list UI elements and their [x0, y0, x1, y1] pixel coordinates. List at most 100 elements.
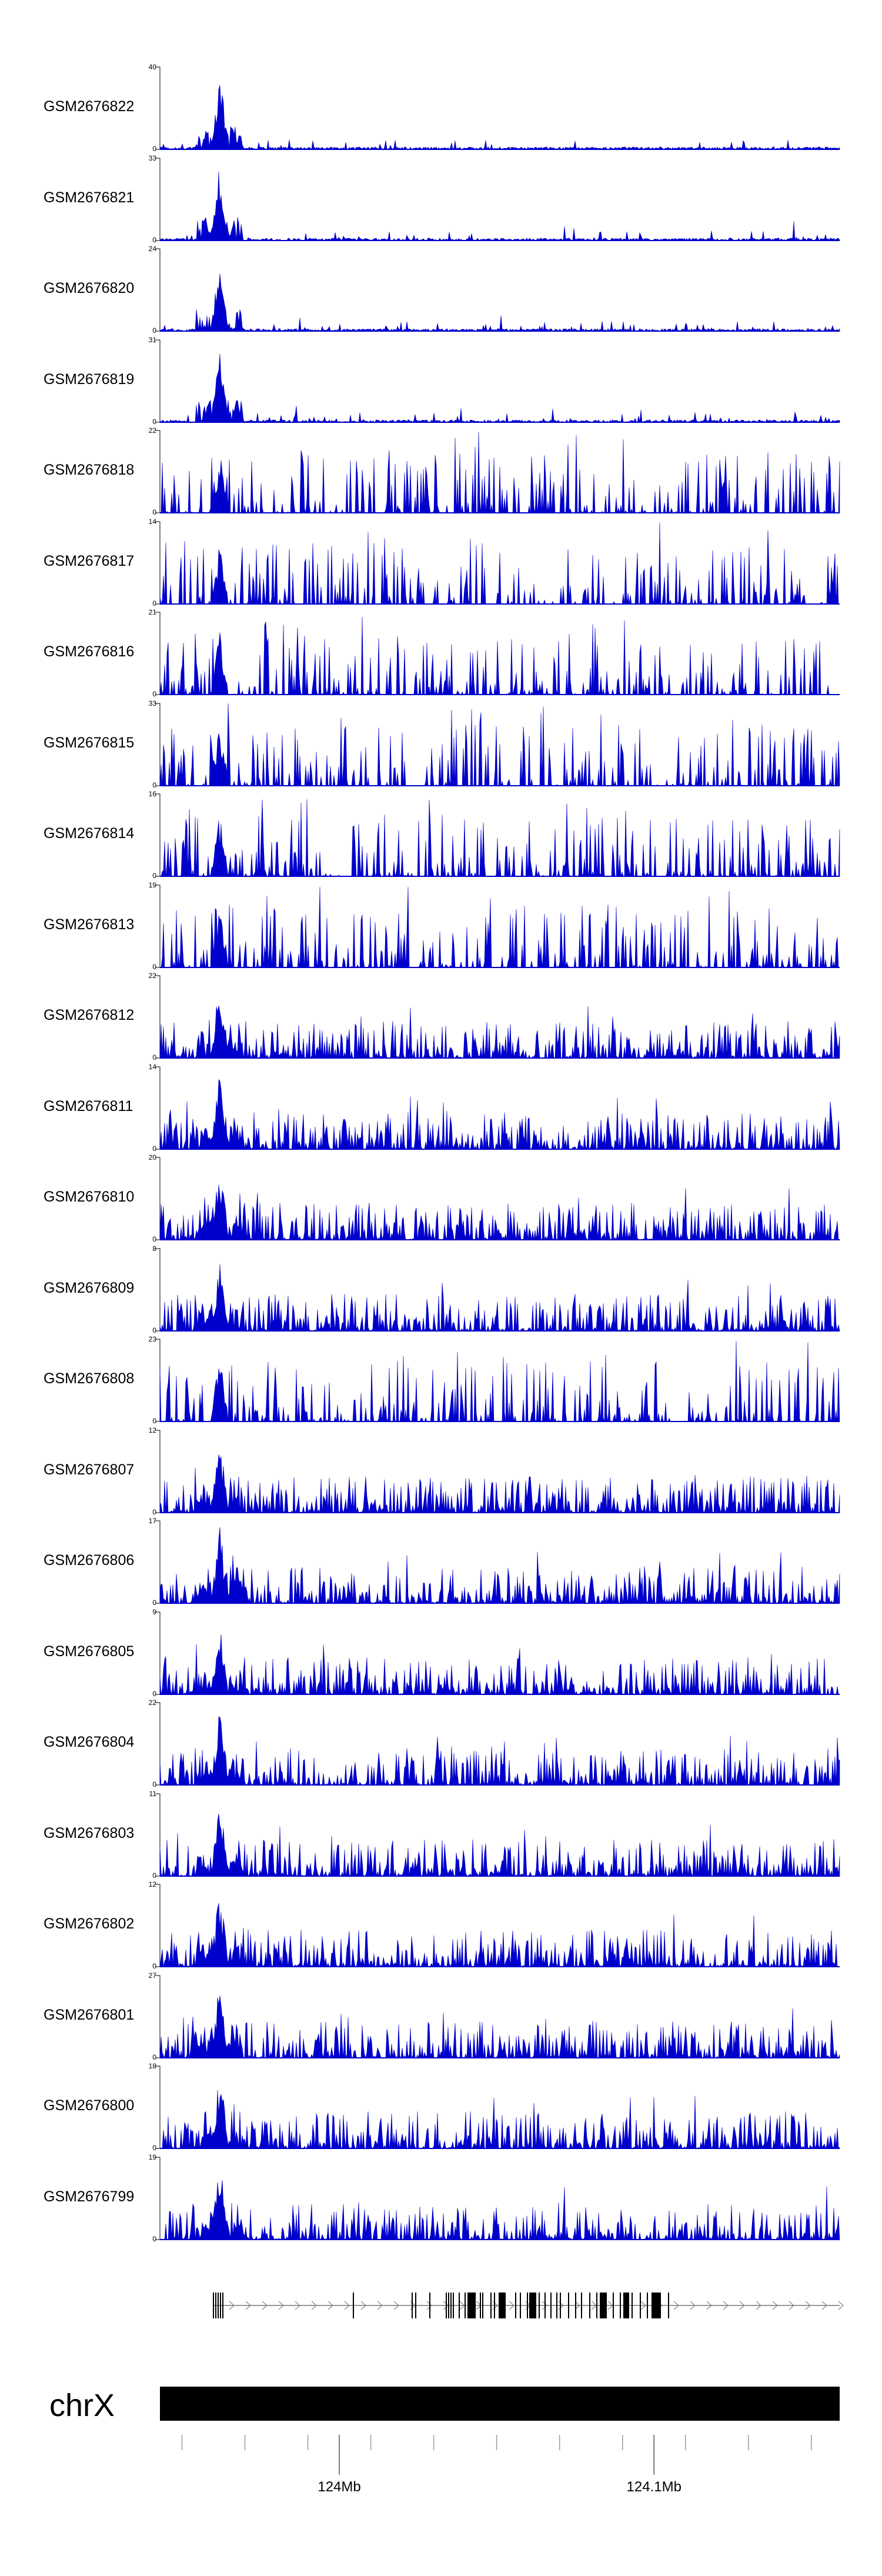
coverage-track-plot: [155, 2157, 840, 2240]
gene-exon: [560, 2293, 561, 2318]
track-ymax-label: 20: [148, 1153, 156, 1162]
gene-exon: [494, 2293, 495, 2318]
coverage-track-plot: [155, 1430, 840, 1513]
gene-exon: [575, 2293, 576, 2318]
track-y-axis: [155, 66, 161, 150]
track-ymin-label: 0: [152, 690, 156, 698]
gene-strand-chevron: [245, 2301, 251, 2310]
track-ymin-label: 0: [152, 2234, 156, 2243]
track-label: GSM2676822: [44, 98, 135, 115]
x-tick-label: 124.1Mb: [626, 2479, 681, 2495]
track-ymin-label: 0: [152, 1053, 156, 1062]
track-y-axis: [155, 1611, 161, 1694]
track-label: GSM2676803: [44, 1824, 135, 1841]
track-label: GSM2676800: [44, 2097, 135, 2114]
gene-exon: [499, 2293, 500, 2318]
gene-strand-chevron: [426, 2301, 432, 2310]
track-label: GSM2676804: [44, 1734, 135, 1750]
gene-strand-chevron: [377, 2301, 383, 2310]
track-ymax-label: 33: [148, 699, 156, 708]
gene-exon: [450, 2293, 452, 2318]
gene-strand-chevron: [723, 2301, 729, 2310]
gene-strand-chevron: [756, 2301, 761, 2310]
gene-exon: [480, 2293, 481, 2318]
track-label: GSM2676819: [44, 371, 135, 388]
gene-exon: [653, 2293, 661, 2318]
coverage-area: [159, 1264, 840, 1332]
gene-exon: [527, 2293, 528, 2318]
gene-exon: [453, 2293, 454, 2318]
track-ymax-label: 19: [148, 2153, 156, 2161]
track-label: GSM2676820: [44, 280, 135, 296]
gene-strand-chevron: [821, 2301, 827, 2310]
track-ymin-label: 0: [152, 1689, 156, 1698]
gene-exon: [568, 2293, 569, 2318]
track-label: GSM2676799: [44, 2188, 135, 2205]
track-ymin-label: 0: [152, 145, 156, 153]
gene-exon: [620, 2293, 621, 2318]
track-ymin-label: 0: [152, 872, 156, 880]
track-y-axis: [155, 703, 161, 786]
gene-exon: [600, 2293, 607, 2318]
track-ymax-label: 16: [148, 790, 156, 798]
gene-exon: [429, 2293, 430, 2318]
coverage-area: [159, 432, 840, 514]
gene-strand-chevron: [739, 2301, 745, 2310]
gene-strand-chevron: [542, 2301, 547, 2310]
gene-exon: [640, 2293, 641, 2318]
coverage-area: [159, 273, 840, 332]
coverage-track-plot: [155, 1066, 840, 1150]
gene-exon: [539, 2293, 540, 2318]
coverage-area: [159, 1006, 840, 1059]
gene-strand-chevron: [328, 2301, 333, 2310]
coverage-area: [160, 886, 840, 968]
coverage-area: [159, 2180, 840, 2240]
track-ymax-label: 14: [148, 517, 156, 526]
coverage-area: [160, 799, 840, 877]
gene-strand-chevron: [393, 2301, 399, 2310]
gene-exon: [218, 2293, 219, 2318]
track-y-axis: [155, 1157, 161, 1240]
coverage-area: [159, 616, 840, 696]
gene-exon: [581, 2293, 582, 2318]
coverage-area: [159, 1995, 840, 2058]
track-y-axis: [155, 158, 161, 241]
coverage-track-plot: [155, 1793, 840, 1877]
gene-exon: [556, 2293, 557, 2318]
track-y-axis: [155, 793, 161, 877]
track-ymin-label: 0: [152, 1871, 156, 1880]
gene-strand-chevron: [772, 2301, 778, 2310]
track-ymin-label: 0: [152, 2053, 156, 2061]
track-y-axis: [155, 430, 161, 513]
chromosome-bar: [160, 2387, 840, 2421]
gene-exon: [515, 2293, 516, 2318]
track-label: GSM2676816: [44, 643, 135, 660]
track-ymax-label: 12: [148, 1880, 156, 1888]
gene-exon: [490, 2293, 492, 2318]
coverage-area: [159, 1527, 840, 1604]
coverage-track-plot: [155, 885, 840, 968]
coverage-track-plot: [155, 1975, 840, 2058]
coverage-area: [159, 1341, 840, 1423]
chromosome-label: chrX: [49, 2388, 115, 2423]
track-ymax-label: 22: [148, 1699, 156, 1707]
gene-strand-chevron: [690, 2301, 696, 2310]
track-ymin-label: 0: [152, 1962, 156, 1970]
coverage-track-plot: [155, 1611, 840, 1695]
gene-strand-chevron: [262, 2301, 268, 2310]
track-y-axis: [155, 885, 161, 967]
gene-strand-chevron: [344, 2301, 350, 2310]
coverage-track-plot: [155, 66, 840, 150]
gene-exon: [623, 2293, 629, 2318]
track-label: GSM2676802: [44, 1916, 135, 1932]
gene-exon: [220, 2293, 221, 2318]
gene-strand-chevron: [295, 2301, 300, 2310]
track-y-axis: [155, 521, 161, 604]
track-label: GSM2676821: [44, 189, 135, 206]
coverage-track-plot: [155, 430, 840, 514]
gene-exon: [500, 2293, 506, 2318]
track-y-axis: [155, 1702, 161, 1786]
track-y-axis: [155, 612, 161, 695]
track-label: GSM2676817: [44, 552, 135, 569]
x-tick-label: 124Mb: [318, 2479, 361, 2495]
